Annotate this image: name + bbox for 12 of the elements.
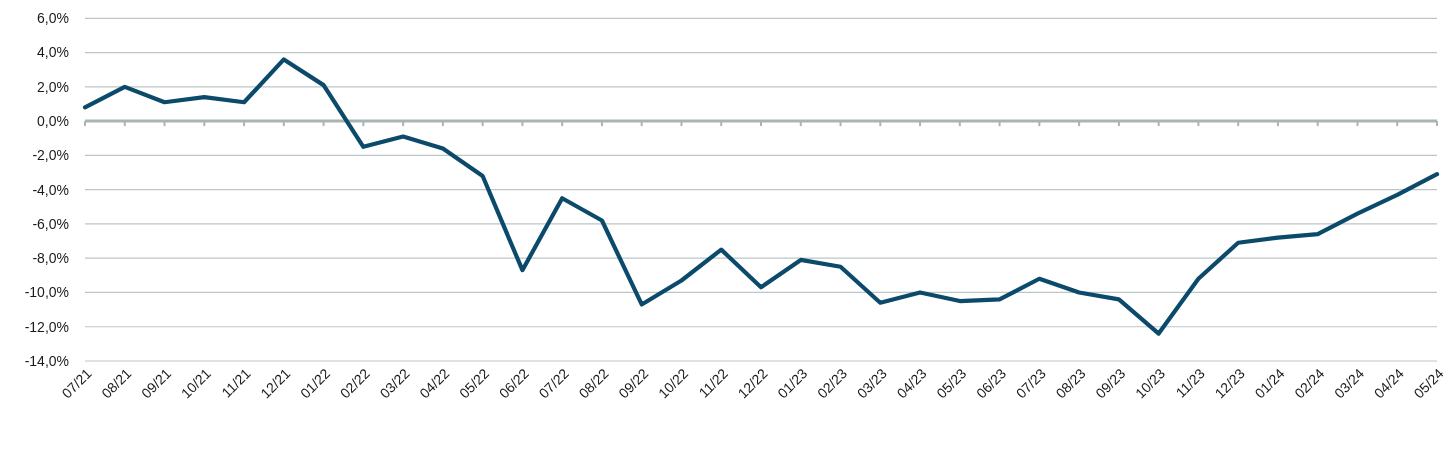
line-series: [82, 57, 1440, 336]
y-tick-label: 4,0%: [37, 44, 69, 61]
y-tick-label: -8,0%: [32, 250, 69, 267]
y-tick-label: -14,0%: [24, 352, 69, 369]
y-tick-label: -6,0%: [32, 215, 69, 232]
y-tick-label: -2,0%: [32, 147, 69, 164]
y-tick-label: -10,0%: [24, 284, 69, 301]
y-tick-label: 0,0%: [37, 113, 69, 130]
y-tick-label: -12,0%: [24, 318, 69, 335]
y-tick-label: 2,0%: [37, 78, 69, 95]
y-tick-label: -4,0%: [32, 181, 69, 198]
y-tick-label: 6,0%: [37, 10, 69, 27]
